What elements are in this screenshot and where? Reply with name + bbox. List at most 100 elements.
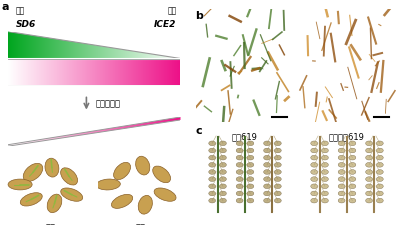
- Ellipse shape: [349, 155, 356, 160]
- Ellipse shape: [338, 141, 345, 146]
- Ellipse shape: [209, 177, 216, 182]
- Ellipse shape: [264, 141, 270, 146]
- Ellipse shape: [366, 198, 372, 203]
- Text: 萌发: 萌发: [45, 224, 55, 225]
- Text: 天隆619: 天隆619: [232, 133, 258, 142]
- Ellipse shape: [247, 162, 254, 167]
- Ellipse shape: [274, 141, 281, 146]
- Ellipse shape: [209, 162, 216, 167]
- Ellipse shape: [47, 194, 62, 213]
- Ellipse shape: [209, 155, 216, 160]
- Ellipse shape: [23, 163, 43, 181]
- Ellipse shape: [209, 148, 216, 153]
- Ellipse shape: [247, 155, 254, 160]
- Ellipse shape: [322, 198, 328, 203]
- Ellipse shape: [311, 198, 318, 203]
- Ellipse shape: [236, 198, 243, 203]
- Ellipse shape: [264, 177, 270, 182]
- Ellipse shape: [274, 184, 281, 189]
- Ellipse shape: [247, 141, 254, 146]
- Ellipse shape: [264, 191, 270, 196]
- Ellipse shape: [136, 156, 150, 175]
- Ellipse shape: [247, 184, 254, 189]
- Ellipse shape: [114, 162, 130, 180]
- Text: SD6: SD6: [15, 20, 36, 29]
- Ellipse shape: [338, 170, 345, 174]
- Ellipse shape: [96, 179, 120, 190]
- Ellipse shape: [349, 141, 356, 146]
- Ellipse shape: [236, 170, 243, 174]
- Ellipse shape: [247, 177, 254, 182]
- Ellipse shape: [138, 195, 152, 214]
- Ellipse shape: [220, 148, 226, 153]
- Ellipse shape: [376, 162, 383, 167]
- Ellipse shape: [376, 170, 383, 174]
- Ellipse shape: [366, 162, 372, 167]
- Text: 休眠: 休眠: [136, 224, 146, 225]
- Ellipse shape: [220, 184, 226, 189]
- Ellipse shape: [311, 148, 318, 153]
- Ellipse shape: [61, 168, 78, 185]
- Text: ICE2: ICE2: [154, 20, 177, 29]
- Ellipse shape: [376, 141, 383, 146]
- Ellipse shape: [322, 191, 328, 196]
- Ellipse shape: [311, 141, 318, 146]
- Ellipse shape: [247, 148, 254, 153]
- Ellipse shape: [264, 155, 270, 160]
- Ellipse shape: [8, 179, 32, 190]
- Ellipse shape: [247, 191, 254, 196]
- Ellipse shape: [366, 191, 372, 196]
- Ellipse shape: [236, 162, 243, 167]
- Ellipse shape: [322, 177, 328, 182]
- Ellipse shape: [236, 155, 243, 160]
- Ellipse shape: [209, 198, 216, 203]
- Ellipse shape: [322, 170, 328, 174]
- Ellipse shape: [322, 148, 328, 153]
- Ellipse shape: [61, 188, 83, 201]
- Ellipse shape: [338, 155, 345, 160]
- Ellipse shape: [220, 141, 226, 146]
- Ellipse shape: [264, 170, 270, 174]
- Ellipse shape: [366, 184, 372, 189]
- Ellipse shape: [220, 162, 226, 167]
- Ellipse shape: [274, 191, 281, 196]
- Ellipse shape: [274, 198, 281, 203]
- Ellipse shape: [236, 148, 243, 153]
- Ellipse shape: [236, 191, 243, 196]
- Ellipse shape: [220, 155, 226, 160]
- Ellipse shape: [247, 198, 254, 203]
- Ellipse shape: [349, 184, 356, 189]
- Ellipse shape: [274, 177, 281, 182]
- Ellipse shape: [338, 148, 345, 153]
- Text: 室温: 室温: [15, 7, 25, 16]
- Ellipse shape: [311, 184, 318, 189]
- Ellipse shape: [209, 184, 216, 189]
- Ellipse shape: [376, 198, 383, 203]
- Ellipse shape: [220, 198, 226, 203]
- Ellipse shape: [45, 158, 59, 177]
- Ellipse shape: [349, 177, 356, 182]
- Ellipse shape: [311, 191, 318, 196]
- Ellipse shape: [209, 191, 216, 196]
- Ellipse shape: [338, 191, 345, 196]
- Ellipse shape: [376, 148, 383, 153]
- Ellipse shape: [274, 148, 281, 153]
- Text: 改良天隆619: 改良天隆619: [329, 133, 365, 142]
- Ellipse shape: [274, 155, 281, 160]
- Ellipse shape: [338, 177, 345, 182]
- Ellipse shape: [349, 191, 356, 196]
- Text: b: b: [196, 11, 204, 21]
- Ellipse shape: [112, 194, 133, 208]
- Ellipse shape: [322, 184, 328, 189]
- Ellipse shape: [376, 191, 383, 196]
- Ellipse shape: [264, 162, 270, 167]
- Ellipse shape: [236, 177, 243, 182]
- Ellipse shape: [236, 184, 243, 189]
- Ellipse shape: [349, 198, 356, 203]
- Ellipse shape: [366, 141, 372, 146]
- Ellipse shape: [247, 170, 254, 174]
- Ellipse shape: [311, 155, 318, 160]
- Ellipse shape: [220, 170, 226, 174]
- Ellipse shape: [220, 177, 226, 182]
- Text: 脱落酸含量: 脱落酸含量: [96, 99, 121, 108]
